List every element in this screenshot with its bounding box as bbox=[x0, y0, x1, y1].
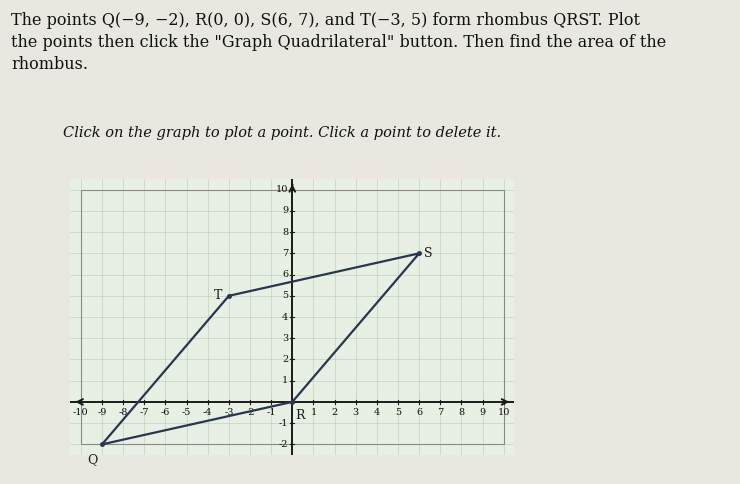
Text: -1: -1 bbox=[279, 419, 289, 428]
Text: -7: -7 bbox=[140, 408, 149, 417]
Text: 10: 10 bbox=[276, 185, 289, 194]
Text: The points Q(−9, −2), R(0, 0), S(6, 7), and T(−3, 5) form rhombus QRST. Plot: The points Q(−9, −2), R(0, 0), S(6, 7), … bbox=[11, 12, 640, 29]
Text: -5: -5 bbox=[182, 408, 191, 417]
Text: rhombus.: rhombus. bbox=[11, 56, 88, 73]
Text: 5: 5 bbox=[283, 291, 289, 300]
Text: 2: 2 bbox=[332, 408, 337, 417]
Text: 1: 1 bbox=[282, 376, 289, 385]
Text: -2: -2 bbox=[279, 440, 289, 449]
Text: the points then click the "Graph Quadrilateral" button. Then find the area of th: the points then click the "Graph Quadril… bbox=[11, 34, 666, 51]
Text: -3: -3 bbox=[224, 408, 234, 417]
Text: 7: 7 bbox=[437, 408, 443, 417]
Text: 5: 5 bbox=[395, 408, 401, 417]
Text: Click on the graph to plot a point. Click a point to delete it.: Click on the graph to plot a point. Clic… bbox=[63, 126, 501, 140]
Text: -4: -4 bbox=[203, 408, 212, 417]
Text: 10: 10 bbox=[497, 408, 510, 417]
Text: 2: 2 bbox=[282, 355, 289, 364]
Text: 6: 6 bbox=[416, 408, 423, 417]
Text: 8: 8 bbox=[458, 408, 465, 417]
Text: 7: 7 bbox=[282, 249, 289, 258]
Text: -8: -8 bbox=[118, 408, 128, 417]
Text: 6: 6 bbox=[283, 270, 289, 279]
Text: 9: 9 bbox=[480, 408, 485, 417]
Text: 8: 8 bbox=[283, 227, 289, 237]
Text: 4: 4 bbox=[374, 408, 380, 417]
Text: T: T bbox=[214, 289, 223, 302]
Text: 3: 3 bbox=[352, 408, 359, 417]
Text: -9: -9 bbox=[98, 408, 107, 417]
Text: -10: -10 bbox=[73, 408, 89, 417]
Text: Q: Q bbox=[87, 453, 98, 466]
Text: -6: -6 bbox=[161, 408, 170, 417]
Text: 1: 1 bbox=[310, 408, 317, 417]
Text: R: R bbox=[295, 409, 305, 423]
Text: 4: 4 bbox=[282, 313, 289, 321]
Text: S: S bbox=[425, 247, 433, 260]
Text: -2: -2 bbox=[245, 408, 255, 417]
Text: -1: -1 bbox=[266, 408, 276, 417]
Text: 3: 3 bbox=[282, 334, 289, 343]
Text: 9: 9 bbox=[283, 206, 289, 215]
